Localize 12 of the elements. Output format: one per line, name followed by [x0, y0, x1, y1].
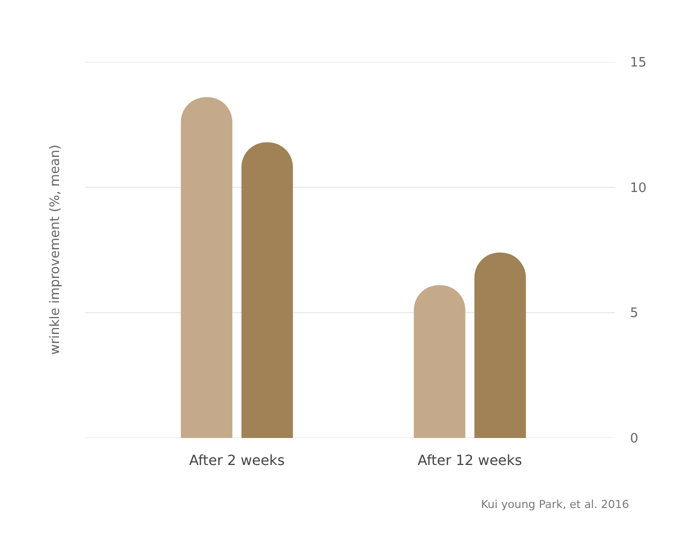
y-tick-label: 10 [630, 180, 647, 196]
bar [414, 285, 466, 438]
y-tick-label: 0 [630, 432, 638, 447]
x-tick-label: After 2 weeks [189, 453, 285, 469]
bar [180, 97, 232, 438]
y-axis-title: wrinkle improvement (%, mean) [48, 144, 63, 355]
y-tick-label: 5 [630, 306, 638, 322]
text: Kui young Park, et al. 2016 [481, 498, 629, 511]
bar [474, 252, 526, 438]
x-tick-label: After 12 weeks [418, 453, 522, 469]
bar [241, 142, 293, 438]
y-tick-label: 15 [630, 56, 647, 71]
